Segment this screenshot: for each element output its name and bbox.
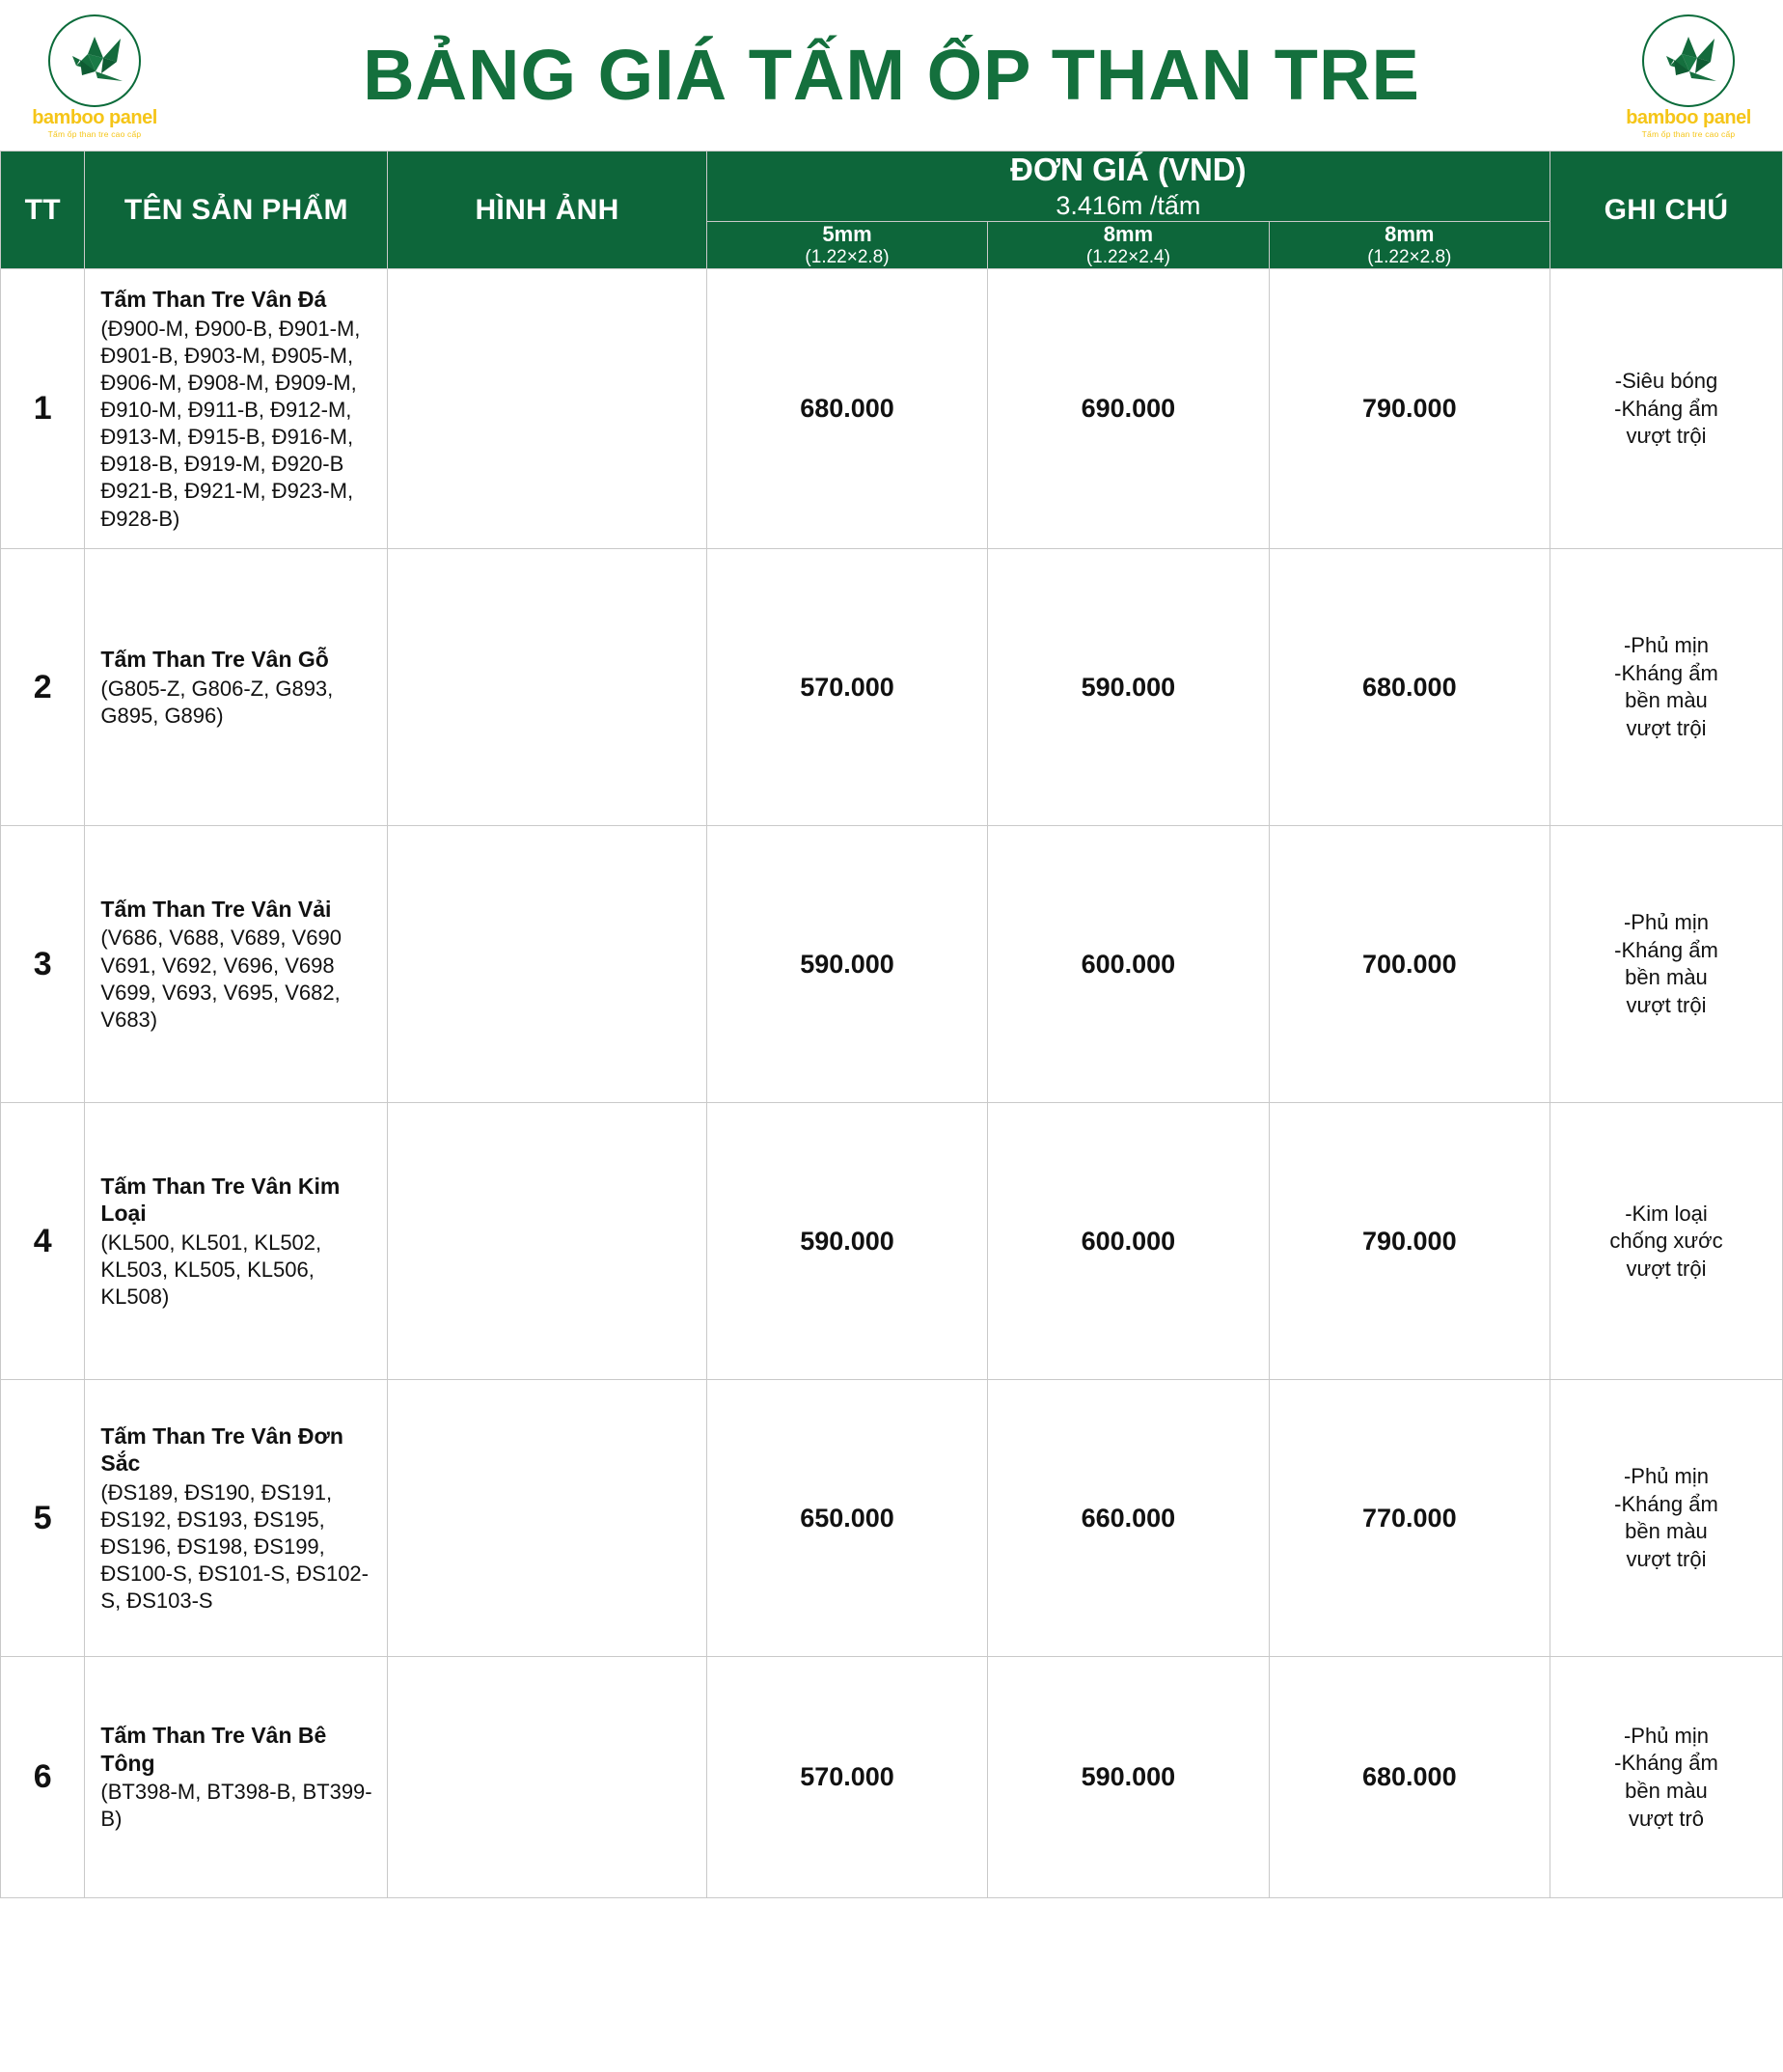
price-8mm-122x24: 600.000: [987, 1102, 1270, 1381]
price-8mm-122x24: 690.000: [987, 268, 1270, 550]
row-index: 3: [0, 825, 86, 1104]
price-5mm-122x28: 590.000: [705, 825, 989, 1104]
table-row: 4 Tấm Than Tre Vân Kim Loại (KL500, KL50…: [0, 1102, 1783, 1381]
price-5mm-122x28: 650.000: [705, 1379, 989, 1658]
product-name-cell: Tấm Than Tre Vân Gỗ (G805-Z, G806-Z, G89…: [84, 548, 389, 827]
product-name: Tấm Than Tre Vân Kim Loại: [100, 1173, 341, 1227]
note-text: -Phủ mịn -Kháng ẩm bền màu vượt trội: [1614, 633, 1718, 741]
product-codes: (Đ900-M, Đ900-B, Đ901-M, Đ901-B, Đ903-M,…: [100, 316, 361, 531]
product-image-cell: [387, 548, 707, 827]
row-note: -Phủ mịn -Kháng ẩm bền màu vượt trội: [1549, 825, 1783, 1104]
product-name: Tấm Than Tre Vân Đơn Sắc: [100, 1423, 343, 1477]
product-name: Tấm Than Tre Vân Gỗ: [100, 647, 329, 672]
price-3-thickness: 8mm: [1385, 222, 1435, 247]
logo-wordmark: bamboo panel: [1626, 107, 1751, 129]
price-2-dimension: (1.22×2.4): [1085, 246, 1170, 267]
price-8mm-122x28: 680.000: [1268, 1656, 1550, 1899]
page-banner: bamboo panel Tấm ốp than tre cao cấp BẢN…: [0, 0, 1783, 151]
logo-wordmark: bamboo panel: [32, 107, 157, 129]
table-header: TT TÊN SẢN PHẨM HÌNH ẢNH ĐƠN GIÁ (VND) 3…: [0, 150, 1783, 270]
row-index: 6: [0, 1656, 86, 1899]
row-index: 5: [0, 1379, 86, 1658]
product-name-cell: Tấm Than Tre Vân Đá (Đ900-M, Đ900-B, Đ90…: [84, 268, 389, 550]
col-header-price-1: 5mm (1.22×2.8): [705, 221, 989, 270]
product-name-cell: Tấm Than Tre Vân Đơn Sắc (ĐS189, ĐS190, …: [84, 1379, 389, 1658]
col-header-price-3: 8mm (1.22×2.8): [1268, 221, 1550, 270]
table-row: 6 Tấm Than Tre Vân Bê Tông (BT398-M, BT3…: [0, 1656, 1783, 1899]
logo-left: bamboo panel Tấm ốp than tre cao cấp: [14, 11, 176, 139]
col-header-product-name: TÊN SẢN PHẨM: [84, 150, 389, 270]
table-row: 2 Tấm Than Tre Vân Gỗ (G805-Z, G806-Z, G…: [0, 548, 1783, 827]
col-header-image: HÌNH ẢNH: [387, 150, 707, 270]
price-8mm-122x24: 660.000: [987, 1379, 1270, 1658]
product-image-cell: [387, 825, 707, 1104]
note-text: -Phủ mịn -Kháng ẩm bền màu vượt trô: [1614, 1723, 1718, 1831]
price-8mm-122x28: 790.000: [1268, 268, 1550, 550]
price-3-dimension: (1.22×2.8): [1367, 246, 1452, 267]
price-2-thickness: 8mm: [1103, 222, 1154, 247]
table-row: 5 Tấm Than Tre Vân Đơn Sắc (ĐS189, ĐS190…: [0, 1379, 1783, 1658]
logo-tagline: Tấm ốp than tre cao cấp: [1641, 129, 1736, 140]
price-table: TT TÊN SẢN PHẨM HÌNH ẢNH ĐƠN GIÁ (VND) 3…: [0, 150, 1783, 1899]
row-note: -Siêu bóng -Kháng ẩm vượt trội: [1549, 268, 1783, 550]
logo-tagline: Tấm ốp than tre cao cấp: [47, 129, 142, 140]
row-note: -Phủ mịn -Kháng ẩm bền màu vượt trội: [1549, 548, 1783, 827]
product-codes: (V686, V688, V689, V690 V691, V692, V696…: [100, 925, 342, 1032]
price-5mm-122x28: 570.000: [705, 548, 989, 827]
product-name: Tấm Than Tre Vân Đá: [100, 287, 327, 313]
price-8mm-122x24: 600.000: [987, 825, 1270, 1104]
price-1-dimension: (1.22×2.8): [805, 246, 890, 267]
col-header-tt: TT: [0, 150, 86, 270]
price-1-thickness: 5mm: [822, 222, 872, 247]
note-text: -Kim loại chống xước vượt trội: [1609, 1201, 1723, 1281]
product-name-cell: Tấm Than Tre Vân Vải (V686, V688, V689, …: [84, 825, 389, 1104]
product-image-cell: [387, 1102, 707, 1381]
product-codes: (G805-Z, G806-Z, G893, G895, G896): [100, 676, 334, 728]
product-image-cell: Đ900-M Đ903-M Đ905-M Đ906-M: [387, 268, 707, 550]
product-image-cell: [387, 1379, 707, 1658]
row-note: -Phủ mịn -Kháng ẩm bền màu vượt trô: [1549, 1656, 1783, 1899]
price-group-subtitle: 3.416m /tấm: [1056, 190, 1201, 220]
product-name: Tấm Than Tre Vân Bê Tông: [100, 1723, 327, 1776]
price-8mm-122x24: 590.000: [987, 1656, 1270, 1899]
product-name-cell: Tấm Than Tre Vân Bê Tông (BT398-M, BT398…: [84, 1656, 389, 1899]
price-8mm-122x28: 790.000: [1268, 1102, 1550, 1381]
product-codes: (ĐS189, ĐS190, ĐS191, ĐS192, ĐS193, ĐS19…: [100, 1479, 369, 1614]
table-body: 1 Tấm Than Tre Vân Đá (Đ900-M, Đ900-B, Đ…: [0, 268, 1783, 1899]
price-8mm-122x24: 590.000: [987, 548, 1270, 827]
logo-right: bamboo panel Tấm ốp than tre cao cấp: [1607, 11, 1769, 139]
table-row: 3 Tấm Than Tre Vân Vải (V686, V688, V689…: [0, 825, 1783, 1104]
col-header-price-group: ĐƠN GIÁ (VND) 3.416m /tấm: [705, 150, 1550, 223]
price-5mm-122x28: 590.000: [705, 1102, 989, 1381]
price-5mm-122x28: 680.000: [705, 268, 989, 550]
col-header-note: GHI CHÚ: [1549, 150, 1783, 270]
note-text: -Phủ mịn -Kháng ẩm bền màu vượt trội: [1614, 910, 1718, 1018]
table-row: 1 Tấm Than Tre Vân Đá (Đ900-M, Đ900-B, Đ…: [0, 268, 1783, 550]
page-title: BẢNG GIÁ TẤM ỐP THAN TRE: [363, 35, 1420, 115]
product-image-cell: BT 398-M BT 398-B BT 399-B: [387, 1656, 707, 1899]
price-group-title: ĐƠN GIÁ (VND): [1010, 152, 1247, 187]
note-text: -Siêu bóng -Kháng ẩm vượt trội: [1614, 369, 1718, 449]
row-note: -Phủ mịn -Kháng ẩm bền màu vượt trội: [1549, 1379, 1783, 1658]
origami-crane-icon: [1642, 14, 1735, 108]
row-note: -Kim loại chống xước vượt trội: [1549, 1102, 1783, 1381]
price-8mm-122x28: 700.000: [1268, 825, 1550, 1104]
price-8mm-122x28: 680.000: [1268, 548, 1550, 827]
product-name: Tấm Than Tre Vân Vải: [100, 896, 332, 922]
price-8mm-122x28: 770.000: [1268, 1379, 1550, 1658]
origami-crane-icon: [48, 14, 141, 108]
row-index: 1: [0, 268, 86, 550]
col-header-price-2: 8mm (1.22×2.4): [987, 221, 1270, 270]
product-codes: (KL500, KL501, KL502, KL503, KL505, KL50…: [100, 1229, 322, 1310]
row-index: 4: [0, 1102, 86, 1381]
row-index: 2: [0, 548, 86, 827]
product-codes: (BT398-M, BT398-B, BT399-B): [100, 1780, 372, 1832]
note-text: -Phủ mịn -Kháng ẩm bền màu vượt trội: [1614, 1464, 1718, 1572]
price-5mm-122x28: 570.000: [705, 1656, 989, 1899]
product-name-cell: Tấm Than Tre Vân Kim Loại (KL500, KL501,…: [84, 1102, 389, 1381]
